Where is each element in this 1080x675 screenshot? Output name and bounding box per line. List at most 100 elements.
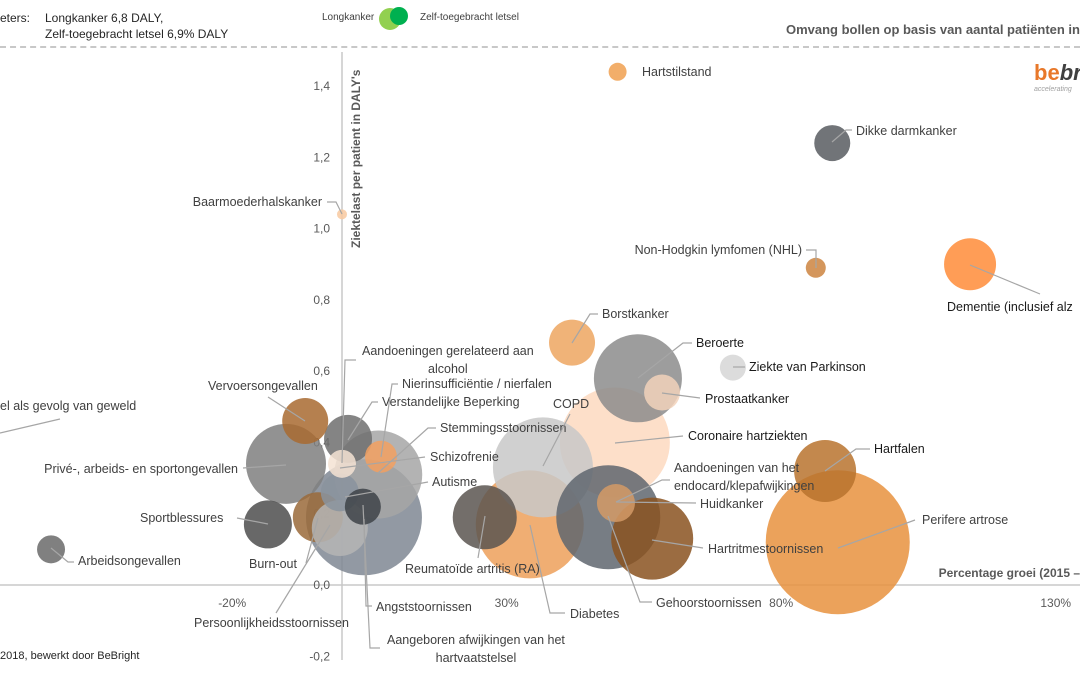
bubble-label-vervoersongevallen-0: Vervoersongevallen [208,379,318,393]
bubble-label-hartstilstand-0: Hartstilstand [642,65,712,79]
bubble-label-prive-arbeids-en-sportongevallen-0: Privé-, arbeids- en sportongevallen [44,462,238,476]
bubble-label-schizofrenie-0: Schizofrenie [430,450,499,464]
bubble-label-diabetes-0: Diabetes [570,607,619,621]
leader-line-baarmoederhalskanker [327,201,343,215]
leader-line-non-hodgkin-lymfomen-nhl [806,249,817,268]
bubble-label-persoonlijkheidsstoornissen-0: Persoonlijkheidsstoornissen [194,616,349,630]
bubble-label-aandoeningen-van-het-endocard-klepafwijkingen-0: Aandoeningen van het [674,461,800,475]
bubble-label-sportblessures-0: Sportblessures [140,511,223,525]
leader-line-verstandelijke-beperking [347,401,378,441]
x-tick-label: -20% [218,596,246,610]
y-tick-label: 0,6 [313,364,330,378]
y-tick-label: 0,0 [313,578,330,592]
bubble-label-hartfalen-0: Hartfalen [874,442,925,456]
legend-bubble-zelf-toegebracht-letsel [390,7,408,25]
bubble-label-prostaatkanker-0: Prostaatkanker [705,392,789,406]
leader-line-coronaire-hartziekten [614,435,684,444]
leader-line-schizofrenie [339,456,426,469]
bubble-aandoeningen-van-het-endocard-klepafwijkingen [596,484,635,523]
y-tick-label: 1,2 [313,150,330,164]
parameter-note-label: eters: [0,11,31,25]
leader-line-aangeboren-afwijkingen-van-het-hartvaatstelsel [362,504,380,649]
bubble-label-perifere-artrose-0: Perifere artrose [922,513,1008,527]
leader-line-prive-arbeids-en-sportongevallen [242,464,287,469]
bubble-label-dementie-inclusief-alz-0: Dementie (inclusief alz [947,300,1073,314]
leader-line-borstkanker [571,313,598,344]
leader-line-diabetes [529,524,565,614]
bubble-label-aandoeningen-van-het-endocard-klepafwijkingen-1: endocard/klepafwijkingen [674,479,814,493]
bubble-label-aangeboren-afwijkingen-van-het-hartvaatstelsel-0: Aangeboren afwijkingen van het [387,633,565,647]
leader-line-dikke-darmkanker [831,129,852,143]
bubble-label-gehoorstoornissen-0: Gehoorstoornissen [656,596,762,610]
bebright-logo: bebr accelerating [1034,60,1080,93]
bubble-ziekte-van-parkinson [719,354,746,381]
leader-line-nierinsufficientie-nierfalen [380,383,398,458]
leader-line-dementie-inclusief-alz [969,264,1041,295]
bubble-vervoersongevallen [282,398,329,445]
parameter-note-line-1: Longkanker 6,8 DALY, [45,11,164,25]
leader-line-beroerte [637,342,692,379]
bubble-label-aandoeningen-gerelateerd-aan-alcohol-1: alcohol [428,362,468,376]
bubble-label-huidkanker-0: Huidkanker [700,497,763,511]
x-axis-title: Percentage groei (2015 – [939,566,1080,580]
leader-line-autisme [344,481,429,498]
logo-tagline: accelerating [1034,86,1072,93]
parameter-note-line-2: Zelf-toegebracht letsel 6,9% DALY [45,27,229,41]
legend-bubbles-icon [379,7,408,30]
bubble-label-copd-0: COPD [553,397,589,411]
bubble-label-ziekte-van-parkinson-0: Ziekte van Parkinson [749,360,866,374]
x-tick-label: 130% [1040,596,1071,610]
leader-line-arbeidsongevallen [50,547,74,563]
leader-line-aandoeningen-van-het-endocard-klepafwijkingen [615,479,670,503]
bubble-aandoeningen-gerelateerd-aan-alcohol [328,449,356,478]
bubble-label-beroerte-0: Beroerte [696,336,744,350]
header-divider [0,46,1080,48]
logo-be: be [1034,60,1060,85]
bubble-hartritmestoornissen [611,497,694,580]
bubble-label-arbeidsongevallen-0: Arbeidsongevallen [78,554,181,568]
bubble-size-note: Omvang bollen op basis van aantal patiën… [785,22,1080,37]
leader-line-huidkanker [615,501,697,504]
y-tick-label: -0,2 [309,649,330,663]
bubble-label-coronaire-hartziekten-0: Coronaire hartziekten [688,429,808,443]
source-note: 2018, bewerkt door BeBright [0,650,140,662]
bubble-label-hartritmestoornissen-0: Hartritmestoornissen [708,542,823,556]
logo-br: br [1059,60,1080,85]
bubble-perifere-artrose [765,470,910,615]
leader-line-sportblessures [236,517,269,525]
bubble-hartstilstand [608,62,627,81]
leader-line-burn-out [305,517,319,564]
bubble-label-dikke-darmkanker-0: Dikke darmkanker [856,124,957,138]
bubble-label-nierinsufficientie-nierfalen-0: Nierinsufficiëntie / nierfalen [402,377,552,391]
bubble-label-burn-out-0: Burn-out [249,557,297,571]
bubble-label-angststoornissen-0: Angststoornissen [376,600,472,614]
leader-line-perifere-artrose [837,519,916,549]
bubble-label-aandoeningen-gerelateerd-aan-alcohol-0: Aandoeningen gerelateerd aan [362,344,534,358]
y-tick-label: 1,0 [313,222,330,236]
bubble-baarmoederhalskanker [337,209,347,220]
leader-line-hartritmestoornissen [651,539,704,549]
bubble-label-autisme-0: Autisme [432,475,477,489]
x-tick-label: 30% [495,596,519,610]
y-tick-label: 0,8 [313,293,330,307]
leader-line-prostaatkanker [661,392,701,399]
bubble-dementie-inclusief-alz [944,238,997,291]
bubble-label-reumatoide-artritis-ra-0: Reumatoïde artritis (RA) [405,562,540,576]
leader-line-stemmingsstoornissen [377,427,436,474]
y-axis-title: Ziektelast per patient in DALY's [349,69,363,248]
bubble-label-borstkanker-0: Borstkanker [602,307,669,321]
y-tick-label: 1,4 [313,79,330,93]
leader-line-aandoeningen-gerelateerd-aan-alcohol [341,359,356,464]
bubble-label-non-hodgkin-lymfomen-nhl-0: Non-Hodgkin lymfomen (NHL) [635,243,802,257]
leader-line-persoonlijkheidsstoornissen [275,524,331,614]
leader-line-gehoorstoornissen [607,515,652,603]
bubble-label-aangeboren-afwijkingen-van-het-hartvaatstelsel-1: hartvaatstelsel [436,651,517,665]
leader-line-hartfalen [824,448,870,472]
x-tick-label: 80% [769,596,793,610]
bubble-label-baarmoederhalskanker-0: Baarmoederhalskanker [193,195,322,209]
bubble-label-stemmingsstoornissen-0: Stemmingsstoornissen [440,421,566,435]
legend-label-longkanker: Longkanker [322,12,375,23]
leader-line-vervoersongevallen [267,396,306,422]
leader-line-reumatoide-artritis-ra [477,515,486,559]
